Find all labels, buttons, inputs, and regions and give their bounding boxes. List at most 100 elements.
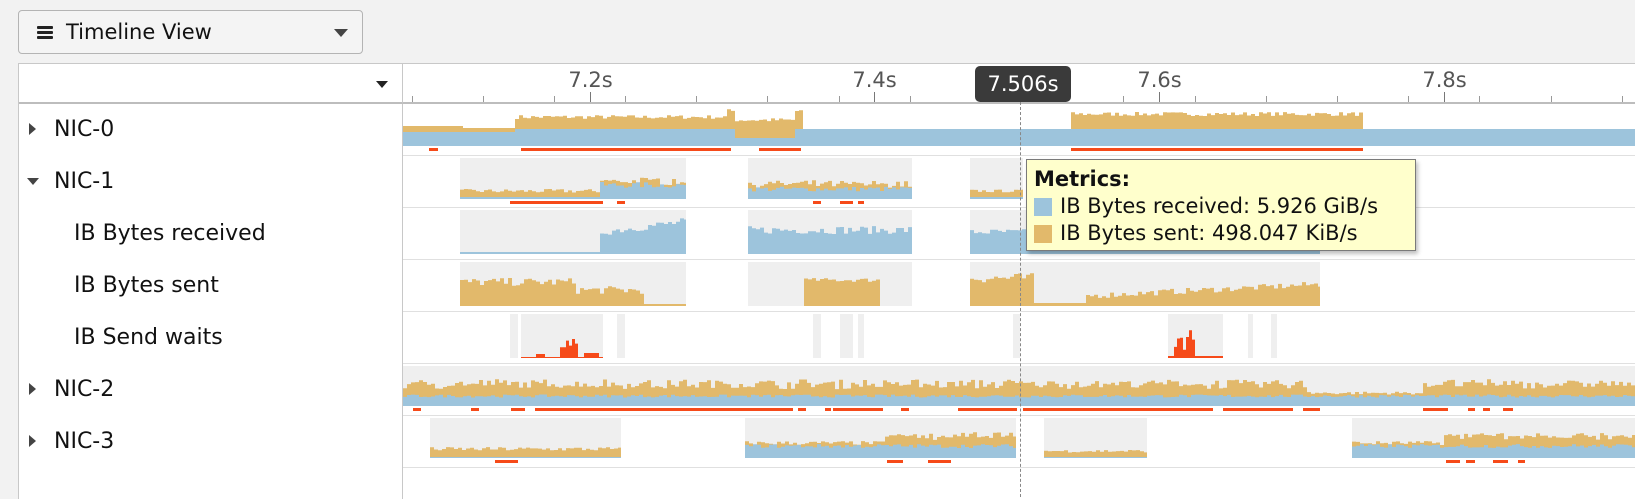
nic-2-send-wait-marker bbox=[535, 408, 793, 411]
view-selector-label: Timeline View bbox=[66, 20, 212, 44]
undefined-received-series bbox=[403, 394, 1635, 406]
nic-2-send-wait-marker bbox=[1468, 408, 1475, 411]
tree-row-nic-3[interactable]: NIC-3 bbox=[19, 416, 402, 468]
nic-2-send-wait-marker bbox=[901, 408, 909, 411]
nic-2-send-wait-marker bbox=[958, 408, 1017, 411]
tooltip-item-sent: IB Bytes sent: 498.047 KiB/s bbox=[1034, 220, 1415, 247]
row-tree: NIC-0 NIC-1 IB Bytes received IB Bytes s… bbox=[19, 104, 403, 499]
tree-row-nic-2[interactable]: NIC-2 bbox=[19, 364, 402, 416]
nic-0-send-wait-marker bbox=[759, 148, 801, 151]
nic-3-send-wait-marker bbox=[1466, 460, 1475, 463]
tree-row-ib-send-waits[interactable]: IB Send waits bbox=[19, 312, 402, 364]
nic-2-send-wait-marker bbox=[798, 408, 806, 411]
nic-1-segment-received-series bbox=[970, 197, 1023, 199]
sent-series bbox=[748, 278, 912, 306]
tree-row-label: IB Bytes received bbox=[74, 221, 266, 246]
tree-row-label: NIC-2 bbox=[54, 377, 115, 402]
metrics-tooltip: Metrics: IB Bytes received: 5.926 GiB/s … bbox=[1026, 159, 1416, 251]
sent-series bbox=[460, 278, 686, 306]
nic-2-send-wait-marker bbox=[1023, 408, 1213, 411]
nic-3-segment-received-series bbox=[1044, 457, 1147, 458]
send-waits-activity-span bbox=[1013, 314, 1020, 358]
tree-header bbox=[19, 64, 403, 104]
send-waits-activity-span bbox=[858, 314, 864, 358]
hamburger-menu-icon bbox=[37, 26, 53, 40]
nic-0-send-wait-marker bbox=[429, 148, 438, 151]
send-waits-series bbox=[1168, 330, 1223, 358]
send-waits-activity-span bbox=[617, 314, 625, 358]
nic-3-send-wait-marker bbox=[1493, 460, 1508, 463]
nic-3-send-wait-marker bbox=[495, 460, 518, 463]
nic-3-segment-sent-series bbox=[430, 447, 621, 458]
nic-3-send-wait-marker bbox=[928, 460, 951, 463]
chevron-down-icon bbox=[334, 29, 348, 37]
nic-2-send-wait-marker bbox=[511, 408, 525, 411]
tooltip-title: Metrics: bbox=[1034, 167, 1131, 191]
nic-2-send-wait-marker bbox=[1483, 408, 1490, 411]
time-cursor-label: 7.506s bbox=[975, 66, 1071, 102]
ruler-tick-label: 7.2s bbox=[568, 68, 612, 92]
nic-1-send-wait-marker bbox=[858, 201, 864, 204]
nic-3-send-wait-marker bbox=[1518, 460, 1525, 463]
send-waits-activity-span bbox=[1271, 314, 1277, 358]
send-waits-activity-span bbox=[1248, 314, 1253, 358]
sent-swatch-icon bbox=[1034, 224, 1052, 243]
nic-0-send-wait-marker bbox=[521, 148, 731, 151]
timeline-panel: NIC-0 NIC-1 IB Bytes received IB Bytes s… bbox=[18, 63, 1635, 499]
nic-3-segment-sent-series bbox=[1044, 450, 1147, 458]
received-swatch-icon bbox=[1034, 197, 1052, 216]
nic-2-send-wait-marker bbox=[1223, 408, 1293, 411]
nic-2-send-wait-marker bbox=[413, 408, 421, 411]
nic-3-send-wait-marker bbox=[1446, 460, 1460, 463]
tree-row-nic-0[interactable]: NIC-0 bbox=[19, 104, 402, 156]
tree-row-label: IB Bytes sent bbox=[74, 273, 219, 298]
collapse-arrow-icon[interactable] bbox=[27, 178, 39, 185]
nic-1-segment-received-series bbox=[460, 182, 686, 199]
tree-row-label: NIC-0 bbox=[54, 117, 115, 142]
received-series bbox=[460, 218, 686, 254]
nic-1-send-wait-marker bbox=[617, 201, 625, 204]
expand-arrow-icon[interactable] bbox=[29, 383, 36, 395]
nic-2-send-wait-marker bbox=[833, 408, 883, 411]
nic-0-send-wait-marker bbox=[1071, 148, 1363, 151]
sent-series bbox=[970, 273, 1320, 306]
nic-1-send-wait-marker bbox=[510, 201, 603, 204]
expand-arrow-icon[interactable] bbox=[29, 123, 36, 135]
timeline-tracks[interactable] bbox=[403, 104, 1635, 499]
tree-row-label: IB Send waits bbox=[74, 325, 223, 350]
tree-options-chevron-icon[interactable] bbox=[376, 81, 388, 88]
nic-3-segment-received-series bbox=[1352, 444, 1635, 458]
ruler-tick-label: 7.8s bbox=[1422, 68, 1466, 92]
nic-1-send-wait-marker bbox=[840, 201, 853, 204]
timeline-view-selector[interactable]: Timeline View bbox=[18, 10, 363, 54]
tree-row-label: NIC-1 bbox=[54, 169, 115, 194]
expand-arrow-icon[interactable] bbox=[29, 435, 36, 447]
send-waits-series bbox=[521, 339, 603, 358]
nic-3-segment-received-series bbox=[430, 457, 621, 458]
ruler-tick-label: 7.4s bbox=[852, 68, 896, 92]
ruler-tick-label: 7.6s bbox=[1137, 68, 1181, 92]
nic-2-send-wait-marker bbox=[471, 408, 479, 411]
tooltip-item-received: IB Bytes received: 5.926 GiB/s bbox=[1034, 193, 1415, 220]
nic-3-segment-received-series bbox=[745, 444, 1016, 458]
nic-2-send-wait-marker bbox=[1503, 408, 1513, 411]
nic-1-segment-sent-series bbox=[970, 189, 1023, 199]
tree-row-ib-bytes-received[interactable]: IB Bytes received bbox=[19, 208, 402, 260]
send-waits-activity-span bbox=[840, 314, 853, 358]
nic-2-send-wait-marker bbox=[825, 408, 831, 411]
received-series bbox=[748, 226, 912, 254]
undefined-received-series bbox=[403, 129, 1635, 146]
tree-row-label: NIC-3 bbox=[54, 429, 115, 454]
nic-2-send-wait-marker bbox=[1303, 408, 1320, 411]
nic-2-send-wait-marker bbox=[1423, 408, 1448, 411]
tree-row-ib-bytes-sent[interactable]: IB Bytes sent bbox=[19, 260, 402, 312]
tree-row-nic-1[interactable]: NIC-1 bbox=[19, 156, 402, 208]
nic-3-send-wait-marker bbox=[887, 460, 903, 463]
nic-1-segment-received-series bbox=[748, 186, 912, 199]
send-waits-activity-span bbox=[813, 314, 821, 358]
send-waits-activity-span bbox=[510, 314, 518, 358]
nic-1-send-wait-marker bbox=[813, 201, 821, 204]
tooltip-item-text: IB Bytes sent: 498.047 KiB/s bbox=[1060, 221, 1358, 245]
tooltip-item-text: IB Bytes received: 5.926 GiB/s bbox=[1060, 194, 1379, 218]
time-cursor-line bbox=[1020, 102, 1021, 499]
